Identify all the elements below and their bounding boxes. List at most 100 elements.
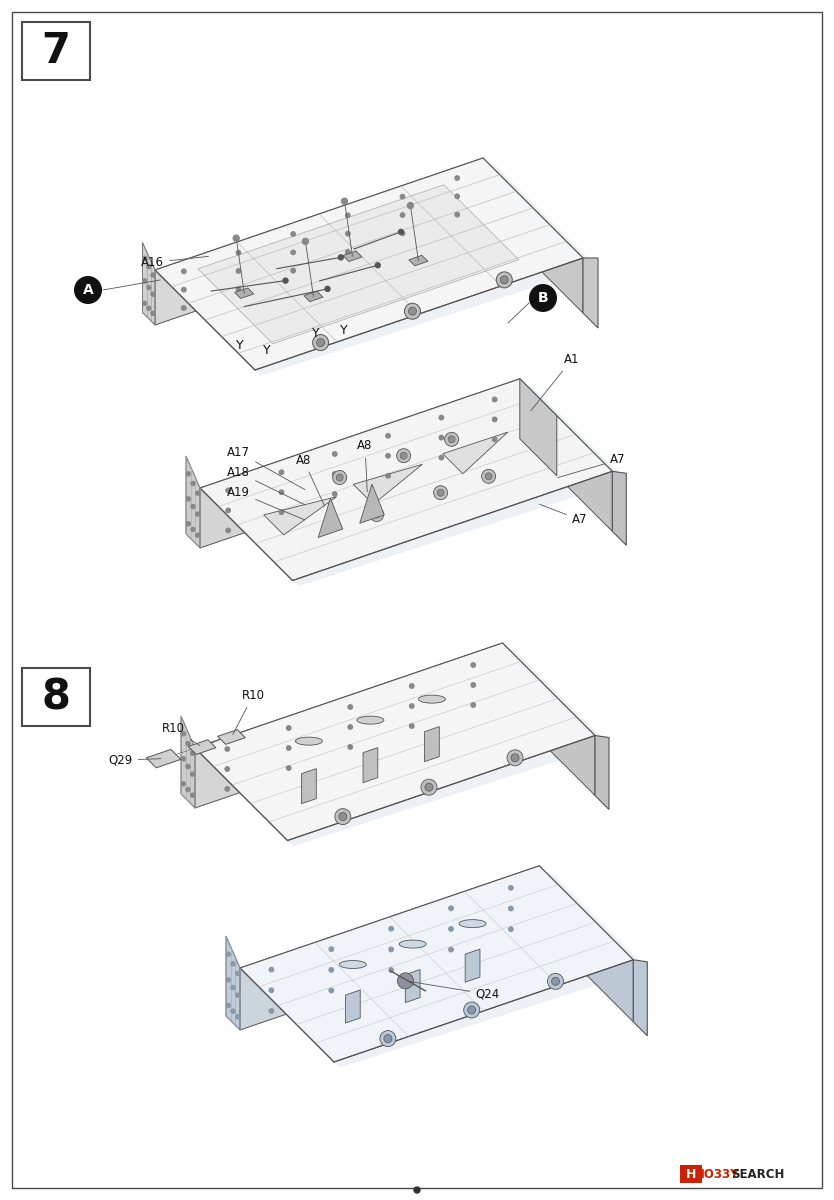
Circle shape [291,232,295,236]
Circle shape [181,782,185,786]
Circle shape [225,767,229,772]
Circle shape [386,474,390,478]
Circle shape [333,492,337,497]
Polygon shape [318,498,343,538]
Circle shape [509,886,513,890]
Circle shape [404,304,420,319]
Ellipse shape [399,940,426,948]
Text: 8: 8 [42,676,71,718]
Ellipse shape [295,737,323,745]
Circle shape [471,662,475,667]
Circle shape [313,335,329,350]
Text: A: A [83,283,93,296]
Circle shape [529,284,557,312]
Circle shape [449,906,453,911]
Polygon shape [595,736,609,810]
Circle shape [339,812,347,821]
Polygon shape [633,960,647,1036]
Text: Y: Y [312,326,319,340]
Circle shape [400,212,404,217]
Circle shape [455,212,460,217]
FancyBboxPatch shape [12,12,822,1188]
Circle shape [397,449,410,463]
Polygon shape [155,158,483,325]
Polygon shape [425,727,440,762]
Circle shape [333,472,337,476]
Polygon shape [200,379,520,548]
Circle shape [373,511,380,518]
Circle shape [384,1034,392,1043]
Text: Y: Y [263,343,270,356]
Circle shape [303,239,309,245]
Circle shape [434,486,448,499]
Circle shape [440,436,444,439]
Polygon shape [503,643,595,796]
Circle shape [437,490,445,496]
Circle shape [196,533,199,538]
Text: A16: A16 [141,256,208,269]
Circle shape [407,203,414,209]
Circle shape [269,988,274,992]
Circle shape [147,286,151,289]
Circle shape [464,1002,480,1018]
Circle shape [226,978,230,982]
Circle shape [348,704,353,709]
Circle shape [279,510,284,515]
Circle shape [399,229,404,234]
Circle shape [400,194,404,199]
Polygon shape [363,748,378,782]
Text: Y: Y [340,324,348,337]
Circle shape [196,512,199,516]
Circle shape [231,1009,235,1013]
Circle shape [389,968,394,972]
Circle shape [386,454,390,458]
Polygon shape [188,739,216,755]
Circle shape [334,809,351,824]
Polygon shape [226,936,240,1030]
Circle shape [147,265,151,269]
Circle shape [507,750,523,766]
Circle shape [345,250,350,254]
Circle shape [389,947,394,952]
Circle shape [181,732,185,736]
Polygon shape [264,497,337,535]
Circle shape [182,269,186,274]
FancyBboxPatch shape [22,668,90,726]
Circle shape [191,793,194,797]
Circle shape [236,994,239,997]
Text: A8: A8 [358,439,373,492]
Polygon shape [443,432,508,474]
Circle shape [279,490,284,494]
Circle shape [500,276,508,284]
Circle shape [186,472,190,476]
Polygon shape [409,256,428,265]
Text: B: B [538,290,548,305]
Circle shape [147,306,151,311]
Text: 7: 7 [42,30,71,72]
FancyBboxPatch shape [22,22,90,80]
Polygon shape [483,158,583,313]
Circle shape [151,272,155,277]
Circle shape [234,235,239,241]
Polygon shape [201,649,609,846]
Polygon shape [234,288,254,299]
Polygon shape [520,379,612,532]
Text: A7: A7 [540,504,587,527]
Polygon shape [304,292,323,301]
Circle shape [448,436,455,443]
Circle shape [386,433,390,438]
Circle shape [143,257,147,260]
Polygon shape [143,242,155,325]
Text: R10: R10 [162,722,200,745]
Circle shape [225,787,229,791]
Circle shape [186,787,190,792]
Circle shape [191,751,194,755]
Circle shape [400,452,407,460]
Polygon shape [354,464,422,504]
Circle shape [226,528,230,533]
Circle shape [279,470,284,474]
Circle shape [333,451,337,456]
Circle shape [449,948,453,952]
Text: A18: A18 [228,466,305,505]
Polygon shape [612,472,626,545]
